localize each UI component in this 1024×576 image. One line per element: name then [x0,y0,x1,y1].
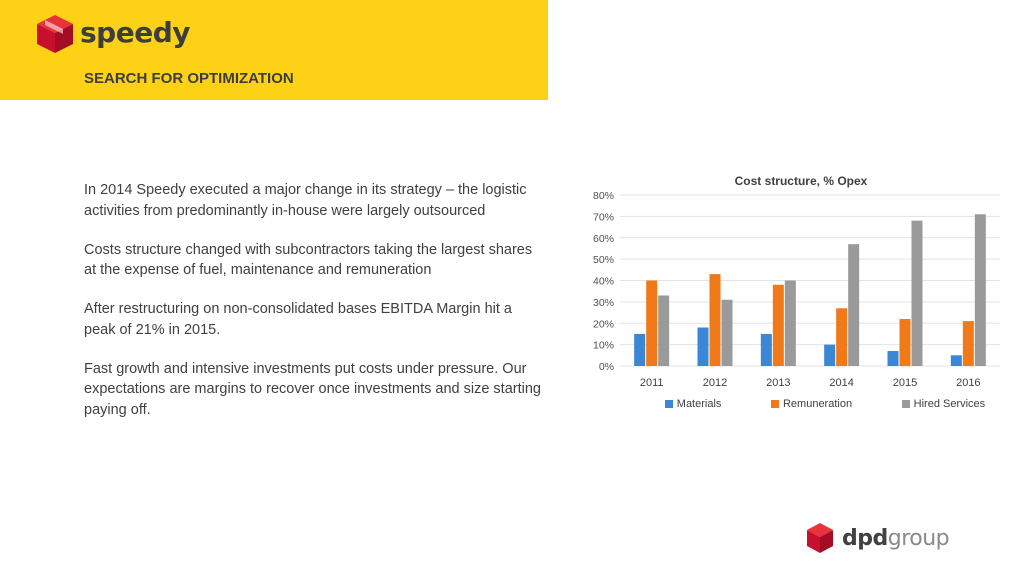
paragraph-strategy: In 2014 Speedy executed a major change i… [84,182,527,219]
bar-materials [760,333,772,366]
y-tick-label: 30% [593,297,614,309]
bar-hired-services [911,220,923,366]
legend-swatch [664,400,673,408]
y-tick-label: 10% [593,340,614,352]
y-tick-label: 40% [593,276,614,288]
bar-hired-services [848,244,860,366]
body-text: In 2014 Speedy executed a major change i… [84,180,544,439]
x-tick-label: 2014 [829,377,853,389]
x-tick-label: 2011 [640,377,664,389]
x-tick-label: 2012 [703,377,727,389]
paragraph-ebitda: After restructuring on non-consolidated … [84,301,512,338]
legend-item: Hired Services [901,398,986,410]
legend-label: Hired Services [913,398,986,410]
legend-swatch [770,400,779,408]
chart-legend: Materials Remuneration Hired Services [640,398,1010,410]
bar-materials [697,327,709,366]
bar-hired-services [784,280,796,366]
y-tick-label: 70% [593,211,614,223]
bar-materials [824,344,836,366]
y-tick-label: 50% [593,254,614,266]
y-tick-label: 60% [593,233,614,245]
x-tick-label: 2013 [766,377,790,389]
speedy-logo-text: speedy [80,16,190,49]
chart-title: Cost structure, % Opex [734,174,868,188]
legend-item: Materials [664,398,722,410]
bar-materials [634,333,646,366]
y-tick-label: 80% [593,190,614,202]
speedy-cube-icon [37,15,73,53]
header-band: speedy SEARCH FOR OPTIMIZATION [0,0,548,100]
dpd-cube-icon [807,523,833,553]
x-tick-label: 2015 [893,377,917,389]
y-tick-label: 20% [593,318,614,330]
bar-materials [950,355,962,366]
bar-hired-services [721,299,733,366]
dpdgroup-logo-text: dpdgroup [842,526,950,551]
legend-label: Remuneration [782,398,853,410]
bar-remuneration [772,284,784,366]
y-tick-label: 0% [599,361,614,373]
bar-remuneration [646,280,658,366]
bar-remuneration [962,321,974,366]
section-title: SEARCH FOR OPTIMIZATION [84,70,294,87]
legend-label: Materials [676,398,722,410]
x-tick-label: 2016 [956,377,980,389]
bar-hired-services [974,214,986,366]
paragraph-outlook: Fast growth and intensive investments pu… [84,360,541,418]
legend-item: Remuneration [770,398,853,410]
paragraph-costs: Costs structure changed with subcontract… [84,241,533,279]
bar-remuneration [836,308,848,366]
bar-remuneration [709,274,721,366]
bar-hired-services [658,295,670,366]
bar-materials [887,351,899,366]
bar-remuneration [899,318,911,366]
chart-plot: 0% 10% 20% 30% 40% 50% 60% 70% 80% 2011 2012 2013 20… [593,190,1000,389]
legend-swatch [901,400,910,408]
cost-structure-chart: 0% 10% 20% 30% 40% 50% 60% 70% 80% 2011 2012 2013 20… [580,170,1010,420]
